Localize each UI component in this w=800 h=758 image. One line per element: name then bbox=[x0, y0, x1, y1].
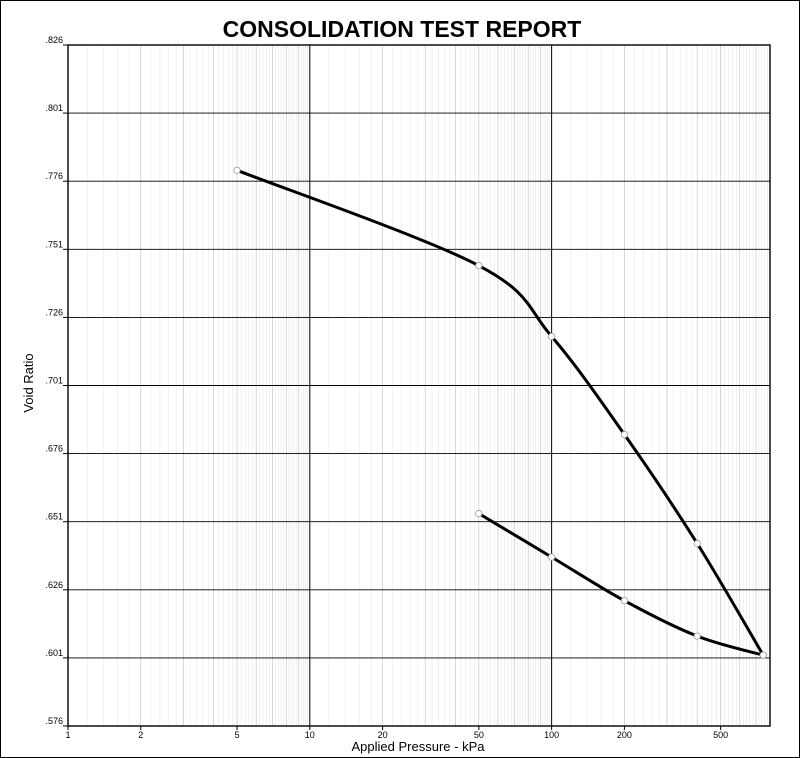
y-tick-label: .576 bbox=[45, 716, 63, 726]
x-tick-label: 5 bbox=[235, 730, 240, 740]
series-2-point bbox=[548, 553, 556, 561]
series-2-point bbox=[620, 597, 629, 605]
y-tick-labels: .576 .601 .626 .651 .676 .701 .726 .751 .776 .801… bbox=[45, 35, 68, 727]
series-1-line bbox=[235, 168, 765, 657]
y-tick-label: .601 bbox=[45, 648, 63, 658]
y-tick-label: .626 bbox=[45, 580, 63, 590]
x-tick-label: 200 bbox=[617, 730, 632, 740]
x-tick-labels: 1 2 5 10 20 50 100 200 500 bbox=[65, 726, 728, 740]
y-tick-label: .776 bbox=[45, 171, 63, 181]
series-2-point bbox=[475, 509, 483, 518]
series-1-point bbox=[475, 262, 483, 270]
series-1-point bbox=[233, 166, 241, 174]
chart-title: CONSOLIDATION TEST REPORT bbox=[223, 16, 582, 42]
y-tick-label: .726 bbox=[45, 307, 63, 317]
y-tick-label: .801 bbox=[45, 103, 63, 113]
y-axis-label: Void Ratio bbox=[21, 353, 36, 412]
series-1-point bbox=[548, 332, 556, 341]
x-tick-label: 100 bbox=[544, 730, 559, 740]
series-markers bbox=[233, 166, 767, 659]
series-2-point bbox=[759, 651, 767, 659]
series-1-point bbox=[620, 430, 629, 439]
series-1-point bbox=[693, 539, 701, 548]
x-tick-label: 50 bbox=[474, 730, 484, 740]
x-tick-label: 500 bbox=[713, 730, 728, 740]
y-tick-label: .651 bbox=[45, 512, 63, 522]
y-tick-label: .751 bbox=[45, 239, 63, 249]
x-tick-label: 20 bbox=[378, 730, 388, 740]
y-tick-label: .826 bbox=[45, 35, 63, 45]
x-tick-label: 2 bbox=[138, 730, 143, 740]
y-tick-label: .701 bbox=[45, 376, 63, 386]
series-2-point bbox=[693, 632, 701, 640]
x-axis-label: Applied Pressure - kPa bbox=[352, 739, 486, 754]
x-tick-label: 1 bbox=[65, 730, 70, 740]
y-tick-label: .676 bbox=[45, 444, 63, 454]
x-tick-label: 10 bbox=[305, 730, 315, 740]
